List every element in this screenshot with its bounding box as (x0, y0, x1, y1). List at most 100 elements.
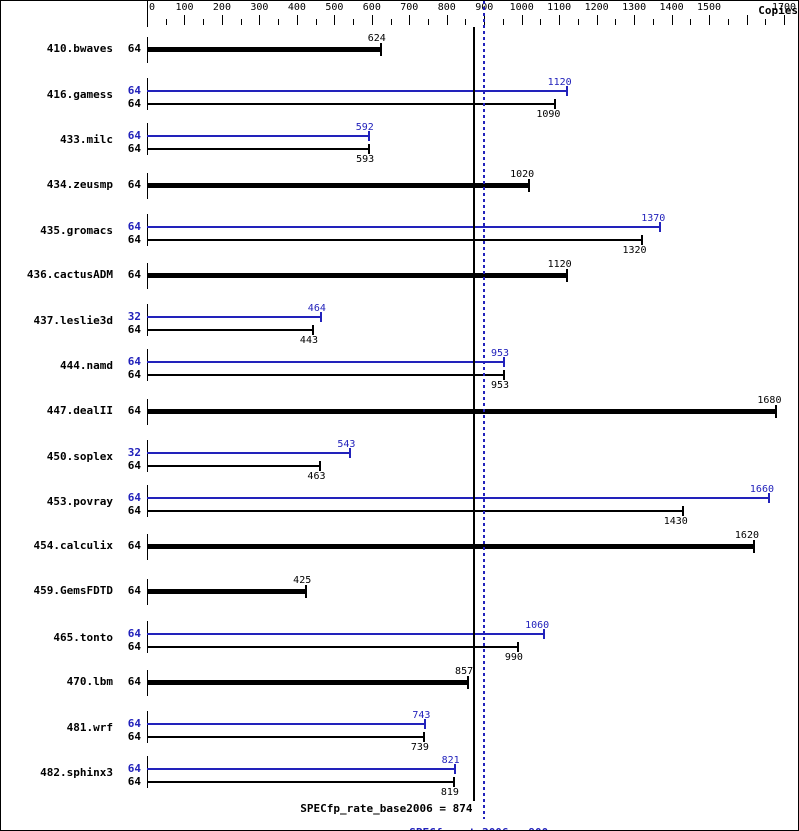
axis-tick-label: 200 (212, 2, 231, 13)
row-axis-stub (147, 123, 148, 156)
benchmark-row: 416.gamess 1120 64 1090 64 (1, 76, 798, 121)
base-bar (147, 510, 683, 512)
peak-bar (147, 632, 545, 635)
benchmark-name: 454.calculix (33, 539, 113, 553)
row-axis-stub (147, 756, 148, 789)
axis-tick-major (259, 15, 261, 25)
base-copies: 64 (127, 142, 141, 156)
row-axis-stub (147, 213, 148, 246)
peak-bar (147, 361, 505, 364)
row-axis-stub (147, 78, 148, 111)
bar-end-cap (659, 221, 662, 232)
base-value-label: 1430 (663, 516, 688, 527)
axis-tick-minor (652, 19, 654, 25)
benchmark-name: 450.soplex (46, 449, 113, 463)
benchmark-row: 470.lbm 857 64 (1, 664, 798, 709)
axis-tick-major (184, 15, 186, 25)
axis-tick-label: 600 (362, 2, 381, 13)
axis-tick-minor (577, 19, 579, 25)
axis-tick-label: 100 (175, 2, 194, 13)
axis-tick-minor (315, 19, 317, 25)
base-bar (147, 329, 313, 332)
benchmark-name: 433.milc (60, 133, 113, 147)
benchmark-name: 465.tonto (53, 630, 113, 644)
peak-value-label: 1660 (749, 484, 774, 495)
axis-tick-minor (465, 19, 467, 25)
axis-tick-major (596, 15, 598, 25)
axis-tick-label: 1200 (584, 2, 609, 13)
base-bar (147, 47, 381, 52)
axis-tick-label: 1400 (659, 2, 684, 13)
base-copies: 64 (127, 504, 141, 517)
bar-end-cap (319, 460, 322, 471)
base-copies: 64 (127, 177, 141, 191)
benchmark-name: 437.leslie3d (33, 314, 113, 328)
row-axis-stub (147, 485, 148, 517)
base-copies: 64 (127, 674, 141, 688)
peak-bar (147, 497, 769, 499)
axis-tick-label: 1700 (771, 2, 797, 13)
specfp-rate-base-summary: SPECfp_rate_base2006 = 874 (300, 802, 473, 816)
peak-value-label: 1120 (547, 77, 572, 89)
base-copies: 64 (127, 368, 141, 382)
benchmark-row: 481.wrf 743 64 739 64 (1, 709, 798, 754)
base-copies: 64 (127, 639, 141, 653)
peak-bar (147, 90, 567, 93)
base-value-label: 819 (440, 787, 459, 799)
bar-end-cap (565, 86, 568, 97)
benchmark-name: 470.lbm (66, 674, 113, 688)
base-copies: 64 (127, 232, 141, 246)
axis-tick-major (559, 15, 561, 25)
base-bar (147, 679, 469, 685)
peak-value-label: 1370 (641, 212, 666, 224)
peak-value-label: 953 (491, 348, 510, 360)
bar-end-cap (768, 493, 770, 503)
peak-value-label: 743 (412, 710, 431, 721)
base-value-label: 1620 (734, 530, 759, 542)
benchmark-name: 481.wrf (66, 721, 113, 734)
peak-copies: 64 (127, 219, 141, 233)
benchmark-row: 410.bwaves 624 64 (1, 31, 798, 76)
base-copies: 64 (127, 730, 141, 743)
peak-copies: 64 (127, 491, 141, 504)
bar-end-cap (467, 675, 470, 689)
base-copies: 64 (127, 97, 141, 111)
axis-tick-major (409, 15, 411, 25)
peak-copies: 32 (127, 310, 141, 324)
copies-column-header: Copies (758, 4, 798, 17)
bar-end-cap (367, 131, 370, 142)
axis-tick-major (634, 15, 636, 25)
benchmark-name: 444.namd (60, 359, 113, 373)
row-axis-stub (147, 711, 148, 743)
benchmark-row: 434.zeusmp 1020 64 (1, 167, 798, 212)
benchmark-name: 435.gromacs (40, 223, 113, 237)
axis-tick-minor (540, 19, 542, 25)
axis-tick-minor (727, 19, 729, 25)
base-copies: 64 (127, 775, 141, 789)
bar-end-cap (775, 404, 778, 418)
bar-end-cap (424, 719, 427, 729)
bar-end-cap (543, 628, 546, 639)
bar-end-cap (452, 777, 455, 788)
benchmark-row: 437.leslie3d 464 32 443 64 (1, 302, 798, 347)
axis-tick-major (783, 15, 785, 25)
peak-value-label: 543 (337, 438, 356, 450)
base-bar (147, 238, 642, 241)
benchmark-row: 482.sphinx3 821 64 819 64 (1, 754, 798, 799)
peak-copies: 64 (127, 129, 141, 143)
axis-tick-label: 1000 (509, 2, 534, 13)
benchmark-row: 447.dealII 1680 64 (1, 393, 798, 438)
base-bar (147, 736, 424, 738)
row-axis-stub (147, 620, 148, 653)
bar-end-cap (349, 447, 352, 458)
benchmark-name: 434.zeusmp (46, 177, 113, 191)
benchmark-row: 435.gromacs 1370 64 1320 64 (1, 212, 798, 257)
base-bar (147, 589, 307, 595)
benchmark-name: 447.dealII (46, 403, 113, 417)
peak-bar (147, 135, 369, 138)
base-copies: 64 (127, 268, 141, 281)
axis-tick-label: 700 (400, 2, 419, 13)
peak-value-label: 821 (441, 755, 460, 767)
base-copies: 64 (127, 403, 141, 417)
benchmark-name: 416.gamess (46, 88, 113, 102)
